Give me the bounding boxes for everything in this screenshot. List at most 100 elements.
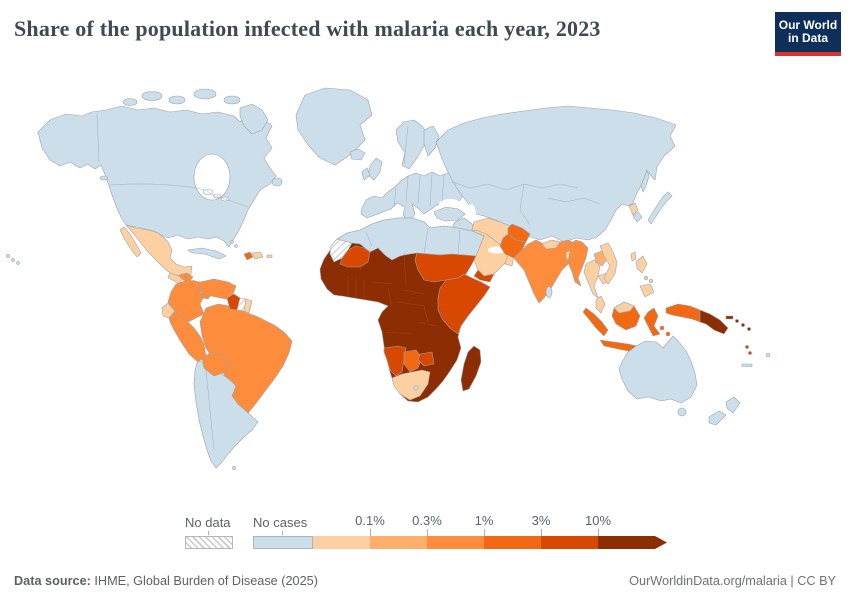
region-malaysia-borneo[interactable] xyxy=(613,301,635,314)
owid-logo-line1: Our World xyxy=(778,18,838,32)
region-moluccas[interactable] xyxy=(665,331,671,337)
region-hawaii[interactable] xyxy=(16,261,20,265)
legend-tick-label: 1% xyxy=(474,513,494,528)
region-myanmar[interactable] xyxy=(567,239,589,287)
region-falkland-islands[interactable] xyxy=(232,466,236,470)
region-sakhalin[interactable] xyxy=(640,169,650,193)
legend-seg-gt-10[interactable] xyxy=(598,536,667,549)
legend-tick xyxy=(598,529,599,536)
hudson-bay xyxy=(193,153,231,201)
region-fiji[interactable] xyxy=(765,352,771,358)
region-puerto-rico[interactable] xyxy=(266,254,273,258)
region-scandinavia[interactable] xyxy=(395,119,429,170)
region-malaysia-peninsula[interactable] xyxy=(595,295,606,314)
legend-seg-0-1-0-3[interactable] xyxy=(370,536,427,549)
region-mindanao[interactable] xyxy=(639,283,655,298)
region-vanuatu[interactable] xyxy=(745,345,749,349)
legend-seg-0-3-1[interactable] xyxy=(427,536,484,549)
region-great-britain[interactable] xyxy=(367,157,383,181)
region-finland[interactable] xyxy=(423,125,440,157)
region-solomon-islands[interactable] xyxy=(735,319,739,323)
region-lesotho[interactable] xyxy=(413,385,419,391)
region-new-zealand-south[interactable] xyxy=(708,410,727,426)
world-choropleth-map[interactable] xyxy=(0,70,850,510)
region-cuba[interactable] xyxy=(187,247,227,260)
legend-notch xyxy=(282,531,283,535)
region-horn-of-africa[interactable] xyxy=(437,273,491,335)
legend-no-cases-swatch[interactable] xyxy=(253,536,313,549)
region-arctic-island[interactable] xyxy=(122,98,138,106)
region-mauritania[interactable] xyxy=(339,245,371,268)
region-sudan[interactable] xyxy=(414,252,477,283)
region-north-korea[interactable] xyxy=(628,202,639,216)
legend-tick xyxy=(541,529,542,536)
region-baffin-island[interactable] xyxy=(239,103,269,135)
owid-logo[interactable]: Our World in Data xyxy=(775,12,841,56)
region-hawaii[interactable] xyxy=(11,258,15,262)
region-solomon-islands[interactable] xyxy=(741,323,745,327)
legend-tick xyxy=(370,529,371,536)
region-arctic-island[interactable] xyxy=(141,91,163,101)
region-honduras[interactable] xyxy=(178,272,194,283)
region-namibia[interactable] xyxy=(383,345,407,377)
region-papua-new-guinea[interactable] xyxy=(699,309,729,335)
region-botswana[interactable] xyxy=(403,349,423,373)
region-arctic-island[interactable] xyxy=(168,95,186,105)
region-turkey[interactable] xyxy=(433,206,466,222)
region-yemen[interactable] xyxy=(473,269,495,283)
legend-no-data-swatch[interactable] xyxy=(185,536,233,549)
region-southern-cone[interactable] xyxy=(193,359,259,469)
region-south-korea[interactable] xyxy=(632,211,643,223)
legend-tick-label: 3% xyxy=(531,513,551,528)
region-tasmania[interactable] xyxy=(677,407,687,417)
owid-logo-stripe xyxy=(775,52,841,56)
region-solomon-islands[interactable] xyxy=(747,327,751,331)
region-moluccas[interactable] xyxy=(659,325,665,331)
region-hawaii[interactable] xyxy=(6,254,10,258)
region-russia-asia[interactable] xyxy=(435,105,677,243)
region-sri-lanka[interactable] xyxy=(545,286,553,298)
region-thailand[interactable] xyxy=(583,259,601,299)
region-new-caledonia[interactable] xyxy=(741,363,753,367)
region-vietnam[interactable] xyxy=(599,242,618,285)
region-japan[interactable] xyxy=(647,191,673,225)
region-visayas[interactable] xyxy=(648,279,653,284)
region-dominican-republic[interactable] xyxy=(251,251,264,260)
region-french-guiana[interactable] xyxy=(243,298,253,314)
legend-tick-label: 0.1% xyxy=(355,513,385,528)
region-baja-california[interactable] xyxy=(119,226,142,258)
region-greenland[interactable] xyxy=(295,87,373,166)
credit-link[interactable]: OurWorldinData.org/malaria | CC BY xyxy=(629,574,836,588)
region-visayas[interactable] xyxy=(643,276,648,281)
region-nepal[interactable] xyxy=(541,239,561,250)
region-sumatra[interactable] xyxy=(582,307,609,337)
legend-seg-3-10[interactable] xyxy=(541,536,598,549)
region-ireland[interactable] xyxy=(361,167,371,181)
legend-seg-lt-0-1[interactable] xyxy=(313,536,370,549)
region-bahamas[interactable] xyxy=(230,240,234,244)
region-arctic-island[interactable] xyxy=(223,95,241,105)
region-north-america[interactable] xyxy=(37,105,277,248)
region-bolivia[interactable] xyxy=(201,351,231,377)
region-taiwan[interactable] xyxy=(630,251,637,262)
region-vancouver-island[interactable] xyxy=(99,175,109,181)
region-arctic-island[interactable] xyxy=(193,88,217,100)
region-luzon[interactable] xyxy=(635,255,648,274)
region-vanuatu[interactable] xyxy=(748,351,752,355)
region-haiti[interactable] xyxy=(243,251,254,261)
region-iceland[interactable] xyxy=(349,148,366,161)
legend-seg-1-3[interactable] xyxy=(484,536,541,549)
region-newfoundland[interactable] xyxy=(271,177,283,187)
region-zimbabwe[interactable] xyxy=(417,351,435,367)
region-bahamas[interactable] xyxy=(234,244,238,248)
region-new-zealand-north[interactable] xyxy=(725,396,741,414)
region-mexico[interactable] xyxy=(125,224,193,278)
region-madagascar[interactable] xyxy=(460,345,482,392)
region-ecuador[interactable] xyxy=(161,302,176,319)
region-australia[interactable] xyxy=(618,335,698,404)
region-sulawesi[interactable] xyxy=(643,307,661,337)
region-new-britain[interactable] xyxy=(725,315,734,320)
region-west-papua[interactable] xyxy=(665,303,701,323)
data-source-value[interactable]: IHME, Global Burden of Disease (2025) xyxy=(94,574,318,588)
region-south-africa[interactable] xyxy=(391,369,431,401)
